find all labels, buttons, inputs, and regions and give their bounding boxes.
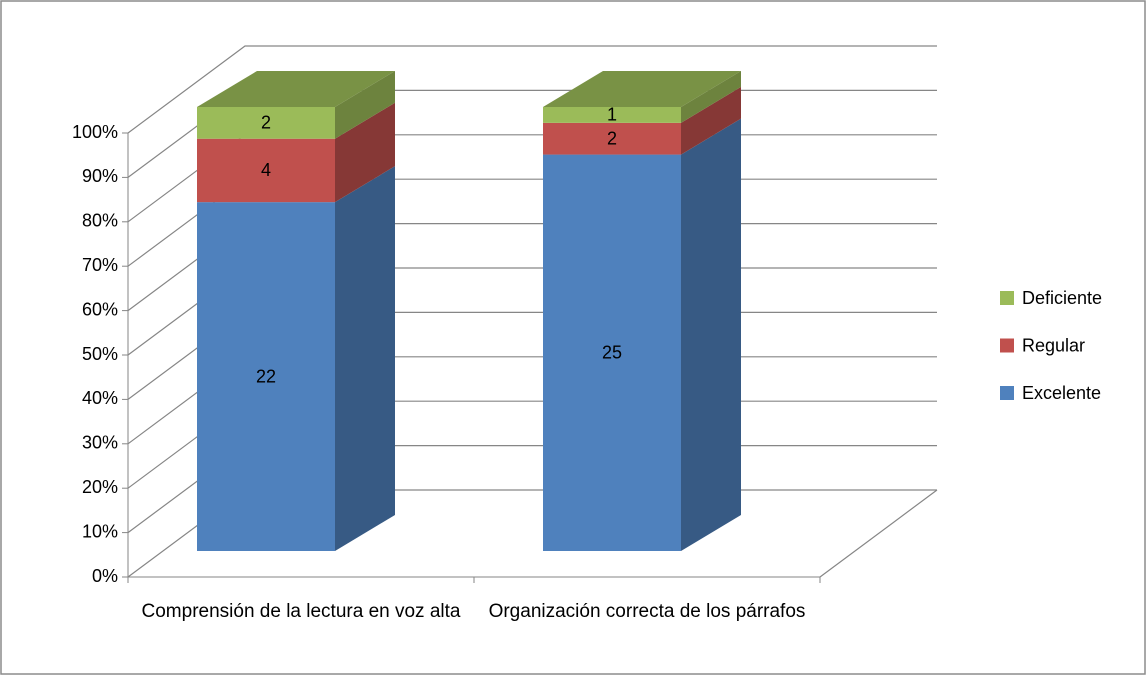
legend-swatch [1000, 338, 1014, 353]
x-tick-label: Comprensión de la lectura en voz alta [141, 601, 461, 622]
data-label: 4 [261, 160, 271, 180]
data-label: 22 [256, 366, 276, 386]
y-tick-label: 60% [82, 299, 118, 319]
bar-side [335, 71, 395, 139]
legend-swatch [1000, 291, 1014, 305]
bar [197, 138, 335, 203]
y-tick-label: 20% [82, 477, 118, 497]
x-tick-label: Organización correcta de los párrafos [488, 601, 806, 622]
legend-swatch [1000, 386, 1014, 400]
y-tick-label: 100% [72, 122, 118, 142]
y-tick-label: 50% [82, 344, 118, 364]
legend-label: Excelente [1022, 383, 1101, 403]
bar [543, 122, 681, 155]
bar [197, 202, 335, 551]
bar-side [681, 71, 741, 123]
y-tick-label: 0% [92, 566, 118, 586]
bar-top [543, 71, 741, 107]
legend-label: Deficiente [1022, 288, 1102, 308]
y-tick-label: 10% [82, 521, 118, 541]
data-label: 1 [607, 105, 617, 125]
bar-side [681, 86, 741, 155]
bar-side [681, 118, 741, 552]
legend-label: Regular [1022, 335, 1085, 355]
bar-side [335, 166, 395, 551]
data-label: 25 [602, 343, 622, 363]
bar-side [335, 102, 395, 203]
y-tick-label: 70% [82, 255, 118, 275]
y-tick-label: 30% [82, 433, 118, 453]
bar [543, 107, 681, 123]
data-label: 2 [261, 113, 271, 133]
y-tick-label: 80% [82, 211, 118, 231]
grid-line [127, 45, 937, 134]
bar-top [197, 71, 395, 107]
bar [197, 107, 335, 139]
data-label: 2 [607, 128, 617, 148]
bar [543, 154, 681, 552]
y-tick-label: 40% [82, 388, 118, 408]
floor-edge [819, 489, 938, 578]
y-tick-label: 90% [82, 166, 118, 186]
